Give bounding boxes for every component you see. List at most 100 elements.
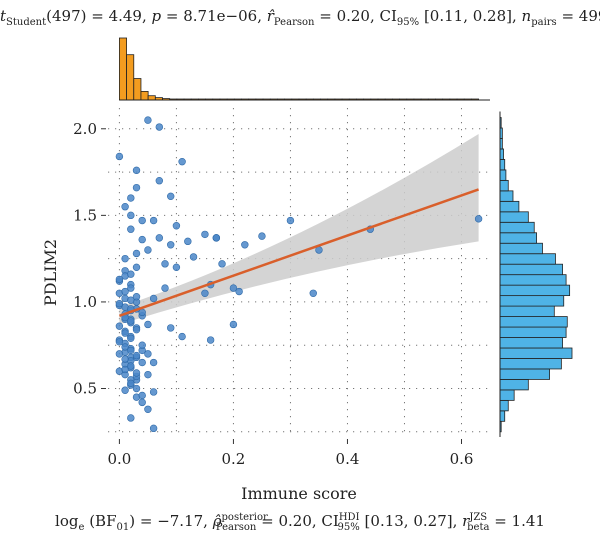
data-point <box>258 232 266 240</box>
t-label: t <box>0 7 7 25</box>
right-hist-bar <box>499 337 563 349</box>
confidence-band <box>119 133 479 325</box>
data-point <box>127 225 135 233</box>
data-point <box>144 246 152 254</box>
data-point <box>149 216 158 225</box>
ci-label: CI <box>379 7 397 25</box>
data-point <box>127 284 135 292</box>
data-point <box>132 293 141 301</box>
x-axis-label: Immune score <box>241 484 357 503</box>
data-point <box>127 211 135 220</box>
data-point <box>144 350 152 358</box>
data-point <box>167 192 175 201</box>
data-point <box>155 177 164 185</box>
data-point <box>474 215 483 223</box>
data-point <box>201 230 209 239</box>
right-hist-bar <box>499 274 567 286</box>
right-hist-bar <box>499 316 568 328</box>
data-point <box>229 284 238 292</box>
data-point <box>121 386 129 394</box>
data-point <box>155 123 164 131</box>
data-point <box>144 370 152 379</box>
data-point <box>132 249 141 258</box>
data-point <box>127 362 135 370</box>
bf-label: (BF <box>89 512 117 530</box>
data-point <box>138 341 146 349</box>
right-hist-bar <box>499 410 506 422</box>
y-tick-label: 2.0 <box>73 120 97 138</box>
right-hist-bar <box>499 284 571 297</box>
right-hist-bar <box>499 200 520 213</box>
data-point <box>149 424 158 433</box>
regression-line-group <box>118 188 480 317</box>
y-axis-label: PDLIM2 <box>41 239 60 306</box>
data-point <box>115 275 124 284</box>
data-point <box>132 166 141 175</box>
data-point <box>149 294 158 303</box>
rbeta-label: r <box>462 512 470 530</box>
right-hist-bar <box>499 379 529 391</box>
right-hist-bar <box>499 358 562 370</box>
top-histogram <box>119 37 490 101</box>
y-tick-label: 1.0 <box>73 293 97 311</box>
top-hist-bar <box>147 95 156 101</box>
data-point <box>115 338 124 346</box>
data-point <box>138 235 146 244</box>
rbeta-subscript: beta <box>467 522 490 533</box>
regression-line <box>118 188 480 317</box>
ci-band <box>119 133 479 325</box>
right-hist-bar <box>499 148 504 160</box>
data-point <box>138 358 146 367</box>
data-point <box>218 260 226 268</box>
data-point <box>121 254 129 263</box>
p-value: 8.71e−06 <box>183 7 258 25</box>
data-point <box>115 350 124 358</box>
bf-value: −7.17 <box>157 512 204 530</box>
right-hist-bar <box>499 326 567 338</box>
data-point <box>167 324 175 332</box>
data-point <box>149 358 158 367</box>
data-points <box>115 116 483 433</box>
x-tick-label: 0.0 <box>107 450 131 468</box>
data-point <box>184 237 192 246</box>
t-subscript: Student <box>6 17 47 28</box>
data-point <box>127 379 135 388</box>
data-point <box>121 343 129 351</box>
right-hist-bar <box>499 159 506 171</box>
data-point <box>144 320 152 329</box>
bayesian-stats: loge (BF01) = −7.17, ρ̂posteriorPearson … <box>55 512 545 533</box>
data-point <box>178 157 186 166</box>
x-tick-label: 0.6 <box>450 450 474 468</box>
right-hist-bar <box>499 347 573 359</box>
right-hist-bar <box>499 295 565 307</box>
data-point <box>127 194 135 202</box>
data-point <box>121 287 129 296</box>
r-subscript: Pearson <box>273 17 315 28</box>
data-point <box>132 369 141 377</box>
data-point <box>121 329 129 337</box>
degrees-of-freedom: (497) <box>46 7 87 25</box>
rho-superscript: posterior <box>221 512 268 523</box>
data-point <box>115 152 124 161</box>
data-point <box>189 253 198 261</box>
data-point <box>132 183 141 192</box>
hdi-subscript: 95% <box>337 522 360 533</box>
data-point <box>286 216 295 225</box>
grid <box>108 108 490 437</box>
hdi-label: CI <box>321 512 339 530</box>
data-point <box>138 216 146 225</box>
right-histogram <box>499 111 573 437</box>
right-hist-bar <box>499 221 535 234</box>
data-point <box>132 263 141 272</box>
rho-subscript: Pearson <box>215 522 257 533</box>
data-point <box>115 322 124 330</box>
data-point <box>172 263 181 272</box>
right-hist-bar <box>499 305 555 317</box>
data-point <box>121 203 129 211</box>
right-hist-bar <box>499 179 509 192</box>
data-point <box>149 388 158 396</box>
n-value: 499 <box>578 7 600 25</box>
r-value: 0.20 <box>336 7 370 25</box>
data-point <box>201 289 209 297</box>
